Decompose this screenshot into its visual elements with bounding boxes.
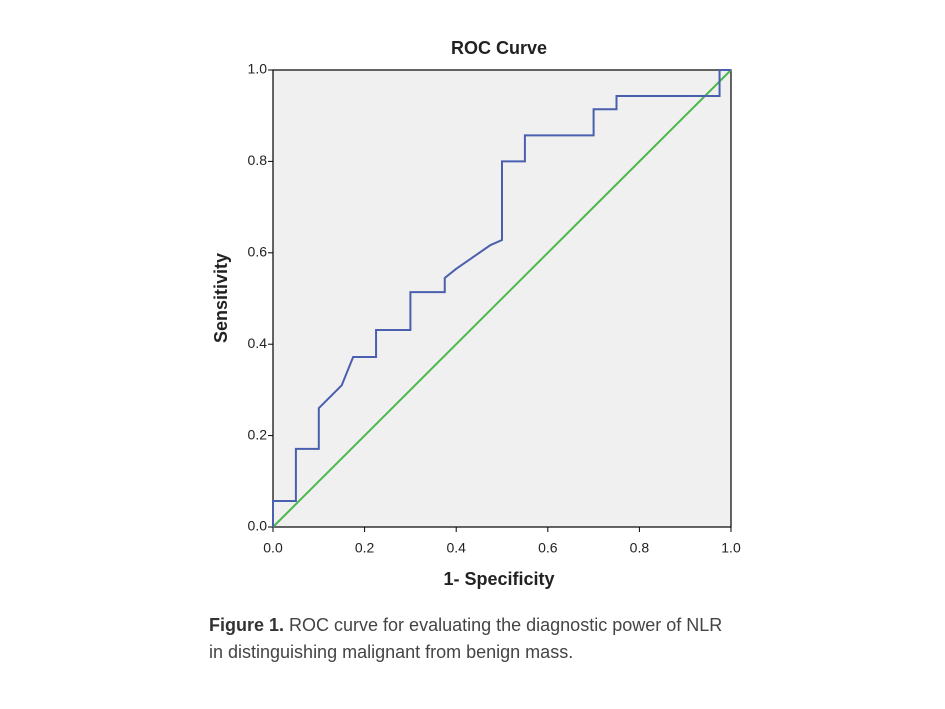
caption-label: Figure 1.	[209, 615, 285, 635]
x-tick-label: 0.4	[446, 540, 466, 556]
x-tick-label: 0.2	[355, 540, 375, 556]
y-tick-label: 0.0	[248, 518, 268, 534]
chart-title: ROC Curve	[451, 38, 547, 58]
y-tick-label: 0.2	[248, 426, 268, 442]
line-series	[272, 69, 732, 528]
chart: ROC Curve 1- Specificity Sensitivity 0.0…	[211, 38, 741, 589]
y-tick-label: 0.4	[248, 335, 268, 351]
line-series	[272, 69, 731, 527]
x-axis-label: 1- Specificity	[443, 569, 554, 589]
y-tick-label: 1.0	[248, 61, 268, 77]
y-axis-label: Sensitivity	[211, 253, 231, 343]
caption-text: ROC curve for evaluating the diagnostic …	[209, 615, 723, 662]
x-tick-label: 0.6	[538, 540, 558, 556]
x-tick-label: 0.0	[263, 540, 283, 556]
caption: Figure 1. ROC curve for evaluating the d…	[209, 612, 729, 666]
x-tick-label: 1.0	[721, 540, 741, 556]
y-tick-label: 0.8	[248, 152, 268, 168]
y-tick-label: 0.6	[248, 244, 268, 260]
x-tick-label: 0.8	[630, 540, 650, 556]
